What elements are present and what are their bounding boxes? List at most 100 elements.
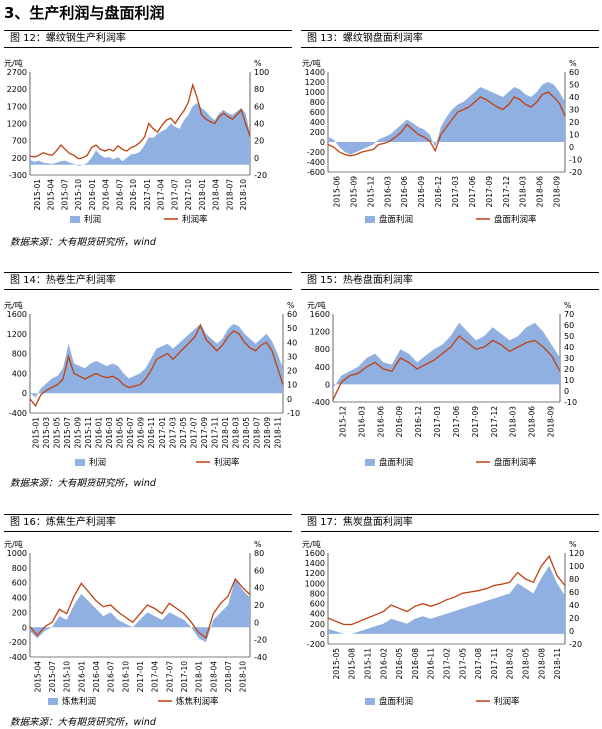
x-tick-label: 2018-07 xyxy=(224,661,233,693)
left-tick-label: 1400 xyxy=(305,68,325,77)
right-unit-label: % xyxy=(569,540,577,549)
x-tick-label: 2015-05 xyxy=(332,648,341,680)
x-tick-label: 2016-06 xyxy=(376,406,385,438)
x-tick-label: 2017-06 xyxy=(452,406,461,438)
x-tick-label: 2016-09 xyxy=(417,176,426,208)
left-tick-label: 1200 xyxy=(7,120,27,129)
series-area-0 xyxy=(30,102,250,166)
x-tick-label: 2017-05 xyxy=(179,417,188,449)
left-tick-label: 1000 xyxy=(305,88,325,97)
right-tick-label: -20 xyxy=(254,636,267,645)
right-tick-label: 0 xyxy=(287,395,292,404)
right-tick-label: 20 xyxy=(569,118,579,127)
chart-5: 元/吨 %-20002004006008001000120014001600-20… xyxy=(302,539,584,707)
right-tick-label: 10 xyxy=(569,131,579,140)
right-tick-label: 10 xyxy=(564,376,574,385)
x-tick-label: 2015-11 xyxy=(364,648,373,680)
right-tick-label: -20 xyxy=(569,168,582,177)
x-tick-label: 2018-11 xyxy=(553,648,562,680)
chart-0: 元/吨 % -300 200 700 1200 1700 2200 2700 -20 0 20 40 60… xyxy=(4,58,269,225)
right-tick-label: 20 xyxy=(254,137,264,146)
left-tick-label: 1600 xyxy=(305,549,325,558)
left-unit-label: 元/吨 xyxy=(302,539,321,549)
x-tick-label: 2017-07 xyxy=(165,661,174,693)
x-tick-label: 2017-01 xyxy=(158,417,167,449)
right-tick-label: 60 xyxy=(564,321,574,330)
x-tick-label: 2018-03 xyxy=(509,406,518,438)
legend-swatch-area xyxy=(365,216,375,223)
right-unit-label: % xyxy=(254,59,262,68)
right-tick-label: -10 xyxy=(564,398,577,407)
chart-caption-17: 图 17：焦炭盘面利润率 xyxy=(301,514,599,532)
left-tick-label: 800 xyxy=(12,564,27,573)
right-tick-label: 40 xyxy=(254,584,264,593)
left-tick-label: 1200 xyxy=(7,330,27,339)
x-tick-label: 2017-02 xyxy=(443,648,452,680)
right-unit-label: % xyxy=(287,301,295,310)
left-tick-label: -400 xyxy=(312,398,330,407)
x-tick-label: 2018-08 xyxy=(537,648,546,680)
x-tick-label: 2015-01 xyxy=(33,179,42,211)
x-tick-label: 2016-03 xyxy=(383,176,392,208)
x-tick-label: 2018-02 xyxy=(506,648,515,680)
x-tick-label: 2016-09 xyxy=(395,406,404,438)
right-tick-label: 80 xyxy=(254,549,264,558)
chart-2: 元/吨 % -400 0 400 800 1200 1600 -10 0 10 20 30 40 50 60 2… xyxy=(4,300,300,468)
right-unit-label: % xyxy=(569,59,577,68)
right-tick-label: 120 xyxy=(569,549,584,558)
left-tick-label: 2700 xyxy=(7,68,27,77)
x-tick-label: 2015-05 xyxy=(52,417,61,449)
right-tick-label: 40 xyxy=(569,601,579,610)
chart-caption-16: 图 16：炼焦生产利润率 xyxy=(4,514,292,532)
right-tick-label: -20 xyxy=(569,640,582,649)
left-tick-label: 400 xyxy=(12,594,27,603)
x-tick-label: 2016-07 xyxy=(126,417,135,449)
left-tick-label: 400 xyxy=(12,369,27,378)
x-tick-label: 2017-04 xyxy=(151,661,160,693)
x-tick-label: 2016-01 xyxy=(88,179,97,211)
legend-swatch-area xyxy=(48,698,58,705)
series-line-1 xyxy=(29,323,284,408)
x-tick-label: 2018-09 xyxy=(553,176,562,208)
x-tick-label: 2017-04 xyxy=(157,179,166,211)
left-tick-label: 800 xyxy=(310,589,325,598)
legend-label: 利润 xyxy=(84,214,101,225)
left-unit-label: 元/吨 xyxy=(4,539,23,549)
right-tick-label: -10 xyxy=(287,409,300,418)
x-tick-label: 2017-09 xyxy=(200,417,209,449)
x-tick-label: 2015-12 xyxy=(338,406,347,438)
chart-caption-13: 图 13：螺纹钢盘面利润率 xyxy=(301,30,599,48)
right-tick-label: -40 xyxy=(254,653,267,662)
x-tick-label: 2018-09 xyxy=(263,417,272,449)
x-tick-label: 2017-03 xyxy=(451,176,460,208)
x-tick-label: 2018-06 xyxy=(528,406,537,438)
right-tick-label: 80 xyxy=(569,575,579,584)
x-tick-label: 2016-04 xyxy=(102,179,111,211)
right-tick-label: 50 xyxy=(569,81,579,90)
source-note-2: 数据来源：大有期货研究所，wind xyxy=(10,478,156,489)
x-tick-label: 2015-01 xyxy=(31,417,40,449)
legend-swatch-area xyxy=(365,459,375,466)
x-tick-label: 2016-10 xyxy=(121,661,130,693)
x-tick-label: 2016-12 xyxy=(414,406,423,438)
legend-label: 炼焦利润 xyxy=(62,696,96,707)
right-tick-label: 50 xyxy=(287,324,297,333)
legend-label: 盘面利润 xyxy=(379,457,413,468)
x-tick-label: 2015-04 xyxy=(33,661,42,693)
x-tick-label: 2015-11 xyxy=(84,417,93,449)
right-tick-label: 60 xyxy=(569,68,579,77)
x-tick-label: 2018-07 xyxy=(253,417,262,449)
left-tick-label: 400 xyxy=(310,610,325,619)
x-tick-label: 2015-10 xyxy=(74,179,83,211)
x-tick-label: 2016-08 xyxy=(411,648,420,680)
x-tick-label: 2017-07 xyxy=(170,179,179,211)
x-tick-label: 2018-01 xyxy=(221,417,230,449)
right-tick-label: 0 xyxy=(569,143,574,152)
series-area-0 xyxy=(328,565,565,634)
right-tick-label: 0 xyxy=(564,387,569,396)
left-tick-label: 1200 xyxy=(310,328,330,337)
legend-swatch-area xyxy=(70,216,80,223)
left-tick-label: -300 xyxy=(9,171,27,180)
left-tick-label: 1400 xyxy=(305,559,325,568)
